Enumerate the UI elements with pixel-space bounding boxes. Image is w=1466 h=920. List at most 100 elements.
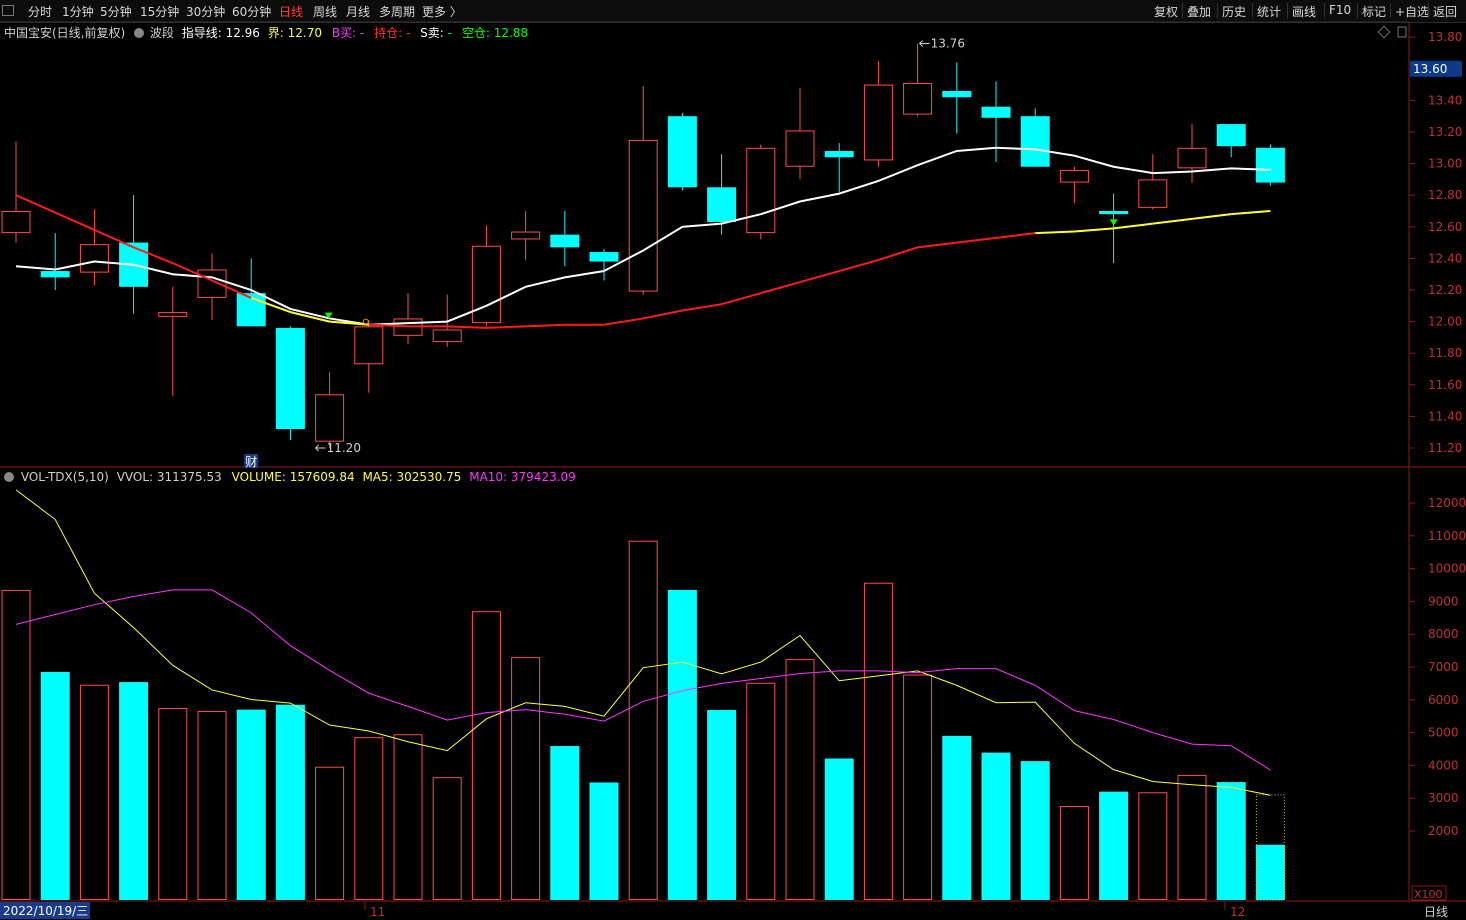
volume-bar[interactable] <box>589 782 619 900</box>
trend-line-segment <box>838 259 879 273</box>
volume-bar[interactable] <box>550 746 580 900</box>
toolbar-action-1[interactable]: 叠加 <box>1187 5 1212 19</box>
candle[interactable] <box>981 81 1011 163</box>
trend-line-segment <box>54 211 95 231</box>
candle[interactable] <box>824 143 854 193</box>
period-tab-7[interactable]: 周线 <box>313 5 338 19</box>
sidebar-toggle-icon[interactable] <box>2 5 14 16</box>
period-tab-0[interactable]: 分时 <box>28 5 53 19</box>
period-tab-8[interactable]: 月线 <box>346 5 371 19</box>
candle[interactable] <box>275 326 305 441</box>
period-tab-4[interactable]: 30分钟 <box>186 5 226 19</box>
volume-bar[interactable] <box>393 734 423 900</box>
candle[interactable] <box>1138 154 1168 210</box>
candle[interactable] <box>785 87 815 180</box>
volume-bar[interactable] <box>158 708 188 900</box>
volume-bar[interactable] <box>903 674 933 900</box>
candle[interactable] <box>354 320 384 393</box>
volume-bar[interactable] <box>1 589 31 900</box>
candle[interactable] <box>511 211 541 260</box>
volume-indicator-name[interactable]: VOL-TDX(5,10) <box>20 470 109 484</box>
candle[interactable] <box>315 372 345 448</box>
period-tab-5[interactable]: 60分钟 <box>232 5 272 19</box>
period-tab-9[interactable]: 多周期 <box>379 5 416 19</box>
volume-bar[interactable] <box>40 671 70 900</box>
volume-bar[interactable] <box>511 657 541 900</box>
volume-bar[interactable] <box>1099 791 1129 900</box>
volume-bar[interactable] <box>667 589 697 900</box>
toolbar-action-3[interactable]: 统计 <box>1257 5 1282 19</box>
indicator-name[interactable]: 波段 <box>149 26 174 40</box>
candle[interactable] <box>40 233 70 290</box>
volume-bar[interactable] <box>942 735 972 900</box>
candle[interactable] <box>1 141 31 243</box>
volume-bar[interactable] <box>1216 782 1246 900</box>
volume-bar[interactable] <box>79 684 109 900</box>
volume-bar[interactable] <box>354 737 384 901</box>
volume-bar[interactable] <box>863 582 893 900</box>
toolbar-action-8[interactable]: 返回 <box>1433 5 1458 19</box>
candle[interactable] <box>1255 144 1285 186</box>
candle[interactable] <box>942 62 972 134</box>
toolbar-action-2[interactable]: 历史 <box>1222 5 1247 19</box>
volume-bar[interactable] <box>824 758 854 900</box>
candle[interactable] <box>903 43 933 117</box>
trend-line-segment <box>956 236 997 244</box>
volume-bar[interactable] <box>471 611 501 900</box>
candle[interactable] <box>1216 124 1246 158</box>
candle[interactable] <box>863 60 893 167</box>
period-tab-10[interactable]: 更多 〉 <box>422 5 462 19</box>
volume-bar[interactable] <box>315 766 345 900</box>
volume-toggle-icon[interactable] <box>4 472 14 482</box>
jie-value: 12.70 <box>287 26 322 40</box>
toolbar-action-7[interactable]: +自选 <box>1395 5 1430 19</box>
volume-tick-label: 3000 <box>1428 791 1459 805</box>
volume-bar[interactable] <box>746 682 776 901</box>
candle[interactable] <box>1177 124 1207 183</box>
period-tab-3[interactable]: 15分钟 <box>140 5 180 19</box>
candle[interactable] <box>707 154 737 235</box>
candle[interactable] <box>158 286 188 396</box>
indicator-toggle-icon[interactable] <box>134 28 145 38</box>
toolbar-separator <box>1390 3 1391 18</box>
volume-bar[interactable] <box>119 682 149 900</box>
toolbar-action-6[interactable]: 标记 <box>1362 5 1387 19</box>
volume-bar[interactable] <box>981 752 1011 900</box>
trend-line-segment <box>1074 227 1114 233</box>
volume-bar[interactable] <box>236 709 266 900</box>
period-tab-1[interactable]: 1分钟 <box>62 5 94 19</box>
toolbar-action-5[interactable]: F10 <box>1329 3 1352 17</box>
candle[interactable] <box>471 225 501 327</box>
candle[interactable] <box>79 209 109 286</box>
toolbar-action-4[interactable]: 画线 <box>1292 5 1317 19</box>
volume-bar[interactable] <box>628 540 658 900</box>
candle[interactable] <box>667 113 697 191</box>
candle[interactable] <box>393 293 423 344</box>
candle[interactable] <box>119 195 149 314</box>
trend-line-segment <box>447 325 487 329</box>
candle[interactable] <box>746 144 776 240</box>
volume-bar[interactable] <box>1059 806 1089 901</box>
volume-bar[interactable] <box>432 777 462 901</box>
volume-bar[interactable] <box>1255 844 1285 900</box>
volume-bar[interactable] <box>275 704 305 900</box>
candle[interactable] <box>550 211 580 267</box>
toolbar-action-0[interactable]: 复权 <box>1154 5 1179 19</box>
volume-bar[interactable] <box>1020 761 1050 900</box>
volume-bar[interactable] <box>1177 774 1207 900</box>
panel-settings-icon[interactable] <box>1397 26 1407 38</box>
volume-bar[interactable] <box>707 709 737 900</box>
candle[interactable] <box>628 86 658 295</box>
candle[interactable] <box>1020 108 1050 167</box>
candle-body <box>942 90 972 98</box>
candle[interactable] <box>197 253 227 321</box>
candle[interactable] <box>589 248 619 281</box>
diamond-icon[interactable] <box>1377 25 1391 39</box>
volume-bar[interactable] <box>785 659 815 900</box>
period-tab-6[interactable]: 日线 <box>279 5 304 19</box>
volume-bar[interactable] <box>1138 792 1168 901</box>
volume-bar[interactable] <box>197 710 227 901</box>
period-tab-2[interactable]: 5分钟 <box>100 5 132 19</box>
candle[interactable] <box>1059 166 1089 204</box>
